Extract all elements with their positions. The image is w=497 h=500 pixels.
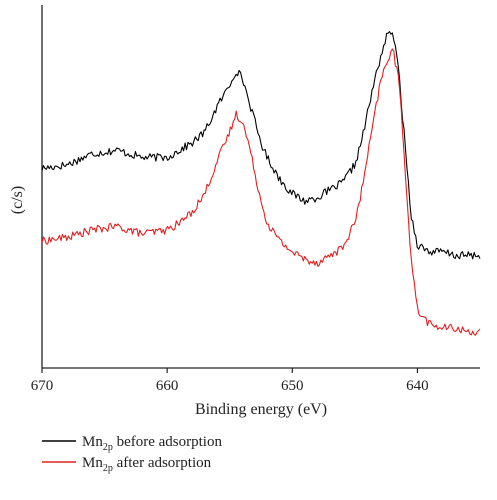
x-tick-label: 670 xyxy=(31,378,54,394)
y-axis-label: (c/s) xyxy=(9,186,26,214)
series-line-2 xyxy=(41,48,481,336)
legend-label: Mn2p before adsorption xyxy=(82,434,222,453)
series-layer xyxy=(41,31,481,336)
legend: Mn2p before adsorption Mn2p after adsorpt… xyxy=(42,434,222,474)
legend-label: Mn2p after adsorption xyxy=(82,455,212,474)
x-tick-label: 660 xyxy=(156,378,179,394)
x-tick-label: 650 xyxy=(281,378,304,394)
plot-area: 670 660 650 640 xyxy=(31,5,481,394)
x-tick-label: 640 xyxy=(406,378,429,394)
x-ticks: 670 660 650 640 xyxy=(31,368,429,394)
series-line-1 xyxy=(41,31,481,260)
x-axis-label: Binding energy (eV) xyxy=(195,401,327,418)
